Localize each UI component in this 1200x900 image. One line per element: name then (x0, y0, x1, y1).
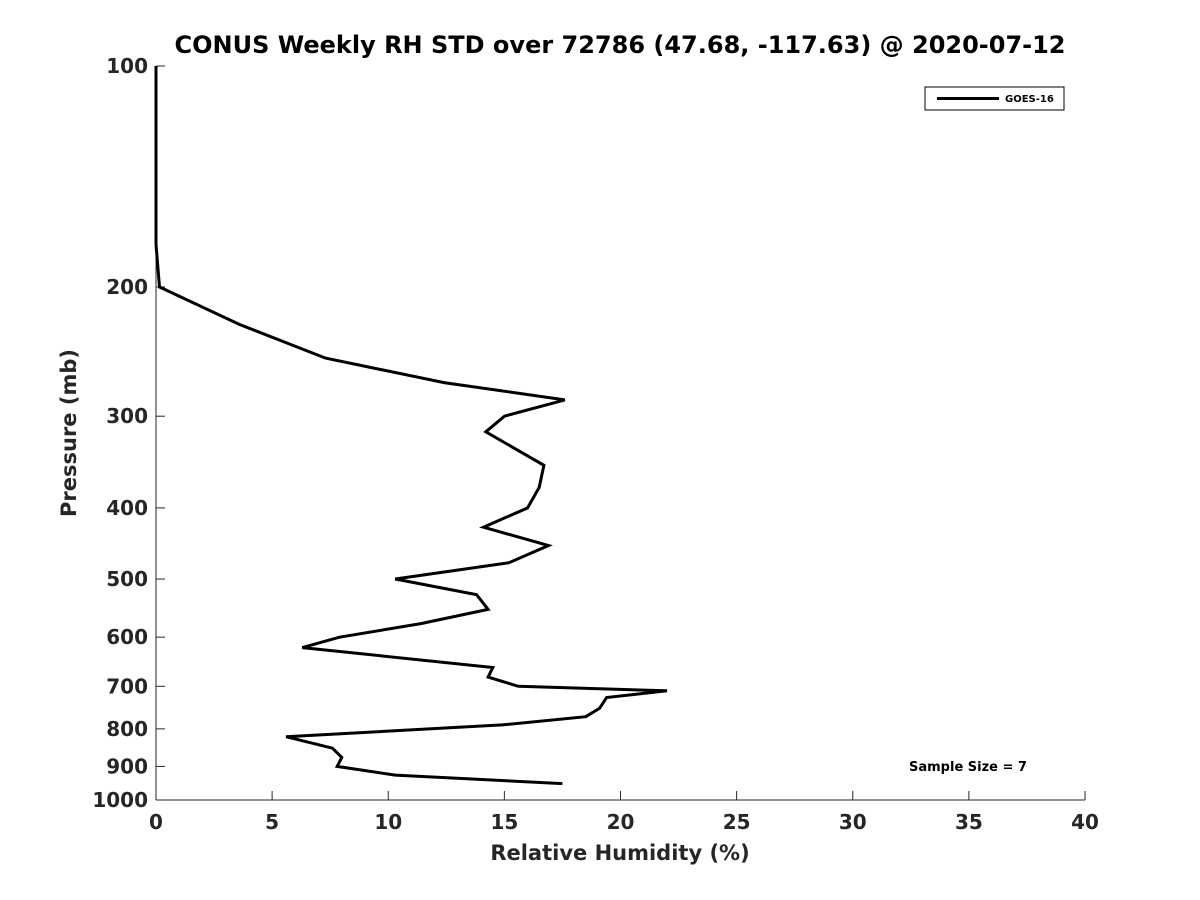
x-tick-label: 15 (490, 810, 518, 834)
x-axis-ticks: 0 5 10 15 20 25 30 35 40 (149, 791, 1099, 834)
x-tick-label: 25 (723, 810, 751, 834)
x-tick-label: 20 (607, 810, 635, 834)
sample-size-annotation: Sample Size = 7 (909, 760, 1027, 775)
legend: GOES-16 (924, 86, 1065, 111)
y-tick-label: 400 (106, 496, 148, 520)
series-line-goes-16 (154, 66, 668, 786)
y-tick-label: 300 (106, 404, 148, 428)
x-tick-label: 5 (265, 810, 279, 834)
series-group (154, 65, 668, 786)
y-axis-label: Pressure (mb) (57, 349, 81, 517)
y-tick-label: 200 (106, 275, 148, 299)
y-tick-label: 700 (106, 674, 148, 698)
x-tick-label: 0 (149, 810, 163, 834)
y-tick-label: 500 (106, 567, 148, 591)
y-axis-ticks: 100 200 300 400 500 600 700 800 900 1000 (92, 54, 165, 812)
chart-title: CONUS Weekly RH STD over 72786 (47.68, -… (174, 31, 1065, 59)
legend-label-goes-16: GOES-16 (1005, 94, 1054, 105)
x-tick-label: 10 (374, 810, 402, 834)
x-tick-label: 40 (1071, 810, 1099, 834)
y-tick-label: 100 (106, 54, 148, 78)
y-tick-label: 900 (106, 754, 148, 778)
x-tick-label: 35 (955, 810, 983, 834)
y-tick-label: 600 (106, 625, 148, 649)
y-tick-label: 800 (106, 717, 148, 741)
x-axis-label: Relative Humidity (%) (490, 841, 749, 865)
x-tick-label: 30 (839, 810, 867, 834)
y-tick-label: 1000 (92, 788, 148, 812)
